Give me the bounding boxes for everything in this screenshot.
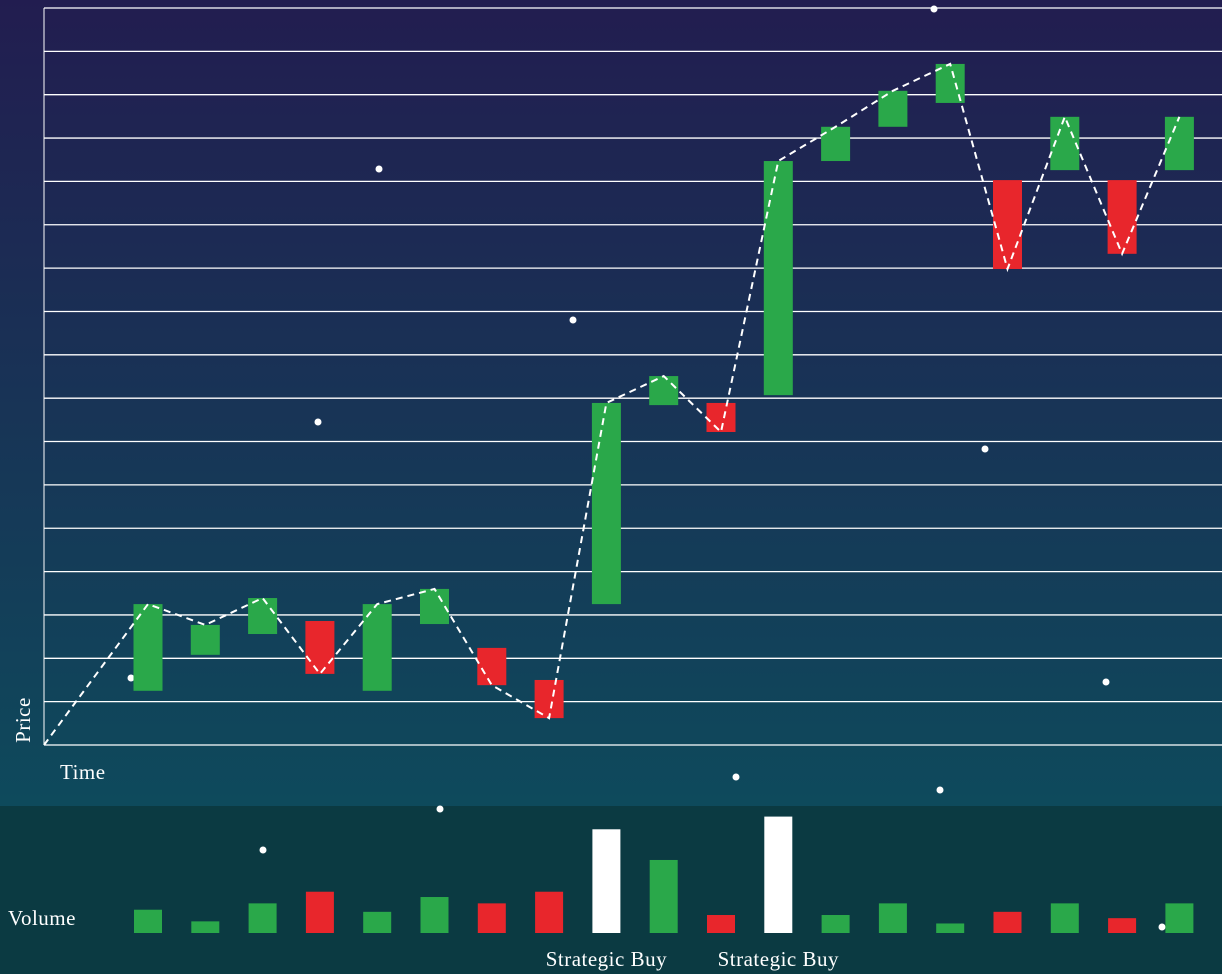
candle-body [591,402,621,605]
decor-dots [127,5,1166,931]
volume-bar [878,903,907,933]
candle-body [305,621,335,674]
candle-body [190,624,220,655]
volume-bar [764,816,793,933]
volume-bar [477,903,506,933]
volume-bar [363,911,392,933]
candle-body [248,598,278,635]
volume-label: Volume [8,906,76,930]
annotation: Strategic Buy [546,947,667,971]
annotation: Strategic Buy [718,947,839,971]
volume-bar [1165,903,1194,933]
candle-body [362,604,392,691]
volume-bar [1108,918,1137,933]
volume-bar [993,911,1022,933]
volume-bar [248,903,277,933]
volume-bar [707,915,735,933]
volume-bar [649,859,678,933]
candle-body [993,180,1022,269]
candle-body [477,647,507,686]
volume-bar [592,829,621,933]
candle-body [1164,116,1194,171]
candle-body [763,161,793,396]
volume-bar [936,923,965,933]
volume-bar [1050,903,1079,933]
volume-bar [191,921,220,933]
volume-bar [821,915,850,933]
volume-bar [535,891,564,933]
trend-line [43,62,1181,746]
volume-bar [134,909,162,933]
candle-body [1107,180,1137,254]
y-axis-label: Price [11,697,35,743]
volume-bar [420,897,449,933]
candle-body [706,402,736,432]
x-axis-label: Time [60,760,106,784]
volume-bar [305,891,334,933]
